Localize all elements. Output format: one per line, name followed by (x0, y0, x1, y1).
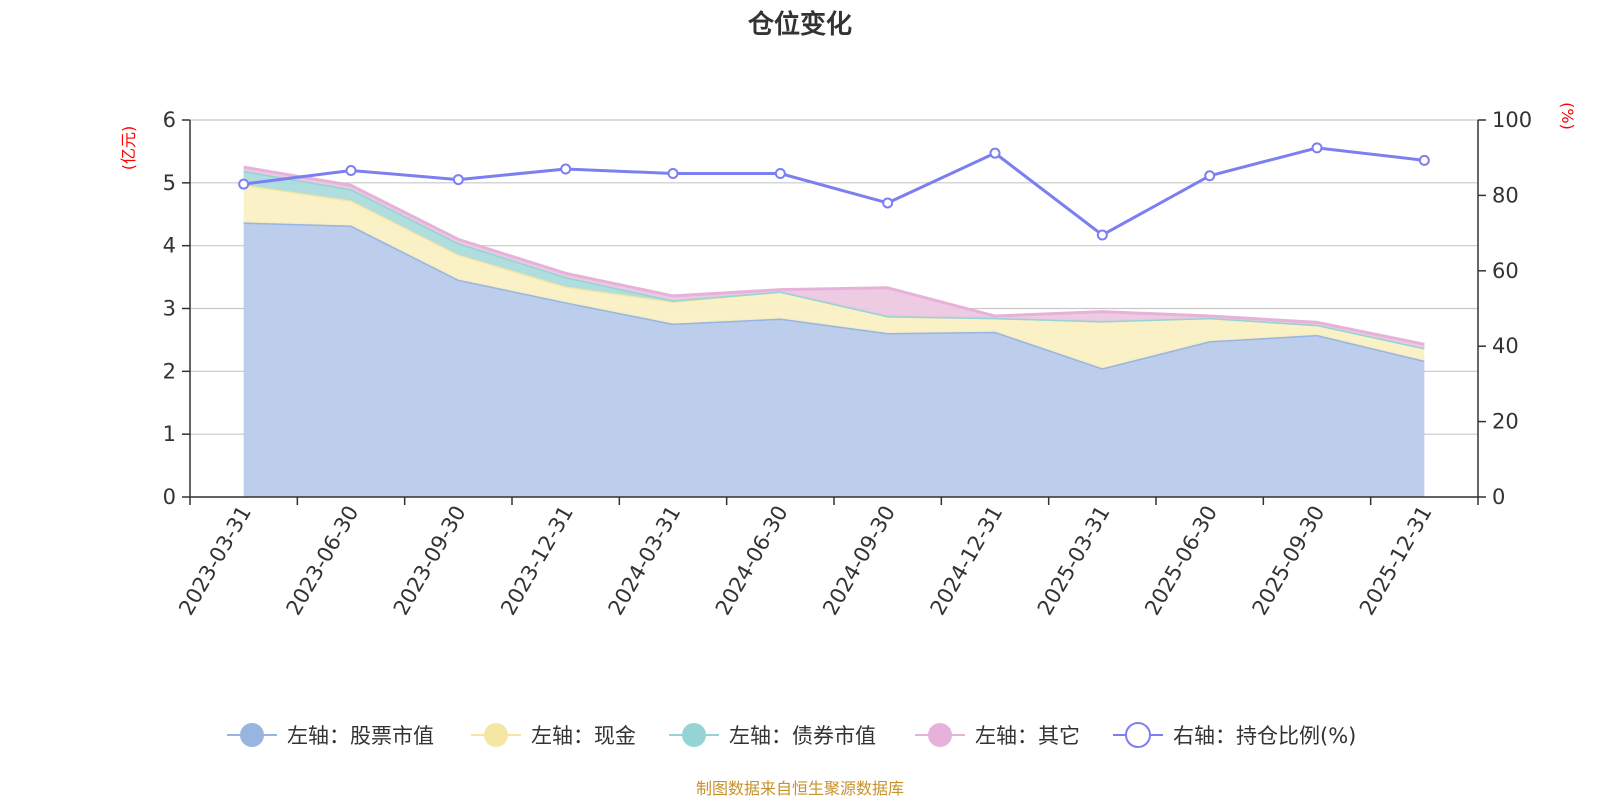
x-tick-label: 2024-06-30 (711, 502, 793, 620)
legend-label: 左轴：债券市值 (729, 724, 876, 748)
x-tick-label: 2025-12-31 (1355, 502, 1437, 620)
ratio-point (1418, 154, 1430, 166)
x-tick-label: 2024-09-30 (818, 502, 900, 620)
left-tick-label: 1 (163, 422, 176, 446)
x-tick-label: 2024-12-31 (926, 502, 1008, 620)
left-tick-label: 6 (163, 108, 176, 132)
legend-marker (682, 723, 706, 747)
ratio-point (1311, 142, 1323, 154)
x-tick-label: 2024-03-31 (604, 502, 686, 620)
left-tick-label: 0 (163, 485, 176, 509)
left-axis-unit: (亿元) (119, 126, 138, 171)
left-tick-label: 5 (163, 171, 176, 195)
right-tick-label: 100 (1492, 108, 1532, 132)
ratio-point (1204, 170, 1216, 182)
ratio-point (667, 168, 679, 180)
right-tick-label: 20 (1492, 410, 1519, 434)
area-series-1 (243, 184, 1425, 369)
ratio-point (1096, 229, 1108, 241)
ratio-line-path (243, 146, 1425, 237)
legend-marker (484, 723, 508, 747)
legend-label: 左轴：现金 (531, 724, 636, 748)
left-tick-label: 4 (163, 234, 176, 258)
ratio-point (238, 178, 250, 190)
area-edge-series-3 (243, 165, 1425, 346)
legend-label: 左轴：其它 (975, 724, 1080, 748)
right-tick-label: 60 (1492, 259, 1519, 283)
legend-item: 左轴：其它 (915, 723, 1080, 748)
right-tick-label: 40 (1492, 334, 1519, 358)
legend-label: 左轴：股票市值 (287, 724, 434, 748)
chart-title: 仓位变化 (747, 9, 852, 40)
left-tick-label: 3 (163, 297, 176, 321)
legend-item: 右轴：持仓比例(%) (1113, 722, 1356, 748)
x-tick-label: 2023-09-30 (389, 502, 471, 620)
right-tick-label: 80 (1492, 183, 1519, 207)
x-tick-label: 2025-03-31 (1033, 502, 1115, 620)
area-series-0 (243, 222, 1425, 497)
ratio-point (989, 147, 1001, 159)
area-series-2 (243, 170, 1425, 349)
ratio-point (560, 163, 572, 175)
data-source-note: 制图数据来自恒生聚源数据库 (696, 779, 904, 798)
x-tick-label: 2023-03-31 (174, 502, 256, 620)
x-tick-label: 2025-06-30 (1140, 502, 1222, 620)
legend: 左轴：股票市值 左轴：现金 左轴：债券市值 左轴：其它 右轴：持仓比例(%) (227, 722, 1356, 748)
x-tick-label: 2023-12-31 (496, 502, 578, 620)
right-axis-unit: (%) (1558, 102, 1577, 130)
x-tick-label: 2025-09-30 (1248, 502, 1330, 620)
legend-marker (1125, 722, 1151, 748)
ratio-point (774, 168, 786, 180)
ratio-point (345, 165, 357, 177)
right-tick-label: 0 (1492, 485, 1505, 509)
legend-label: 右轴：持仓比例(%) (1173, 724, 1356, 748)
legend-marker (240, 723, 264, 747)
legend-marker (928, 723, 952, 747)
ratio-point (452, 174, 464, 186)
legend-item: 左轴：现金 (471, 723, 636, 748)
stacked-areas (243, 165, 1425, 497)
left-tick-label: 2 (163, 359, 176, 383)
ratio-point (882, 197, 894, 209)
legend-item: 左轴：股票市值 (227, 723, 434, 748)
holding-ratio-line (238, 142, 1430, 241)
x-tick-label: 2023-06-30 (282, 502, 364, 620)
legend-item: 左轴：债券市值 (669, 723, 876, 748)
